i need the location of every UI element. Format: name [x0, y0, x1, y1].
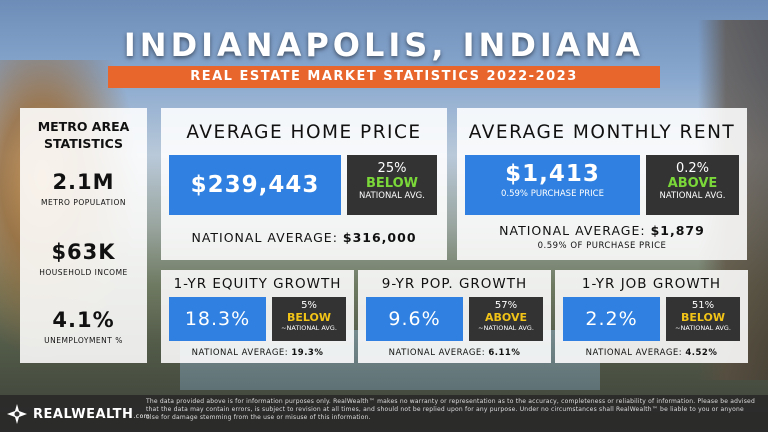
home-price-national-label: NATIONAL AVERAGE: — [191, 230, 338, 245]
home-price-compare-dir: BELOW — [366, 176, 418, 191]
population-national: NATIONAL AVERAGE: 6.11% — [358, 348, 551, 358]
unemployment-label: UNEMPLOYMENT % — [44, 336, 123, 345]
population-compare-pct: 57% — [494, 300, 518, 311]
home-price-value-box: $239,443 — [169, 155, 341, 215]
equity-compare-dir: BELOW — [287, 311, 331, 324]
metro-heading: METRO AREA STATISTICS — [20, 118, 147, 152]
equity-value: 18.3% — [184, 308, 251, 330]
home-price-panel: AVERAGE HOME PRICE $239,443 25% BELOW NA… — [161, 108, 447, 260]
population-national-label: NATIONAL AVERAGE: — [388, 348, 486, 358]
population-panel: 9-YR POP. GROWTH 9.6% 57% ABOVE ~NATIONA… — [358, 270, 551, 363]
page-title: INDIANAPOLIS, INDIANA — [123, 26, 645, 64]
rent-value: $1,413 — [505, 161, 600, 187]
rent-national-note: 0.59% OF PURCHASE PRICE — [537, 241, 667, 251]
metro-heading-line2: STATISTICS — [43, 136, 124, 151]
jobs-national: NATIONAL AVERAGE: 4.52% — [555, 348, 748, 358]
home-price-value: $239,443 — [190, 172, 320, 198]
home-price-compare-note: NATIONAL AVG. — [359, 191, 425, 201]
jobs-heading: 1-YR JOB GROWTH — [581, 276, 722, 292]
rent-compare-dir: ABOVE — [667, 176, 718, 191]
rent-value-box: $1,413 0.59% PURCHASE PRICE — [465, 155, 640, 215]
rent-national-label: NATIONAL AVERAGE: — [499, 223, 646, 238]
population-value: 2.1M — [52, 170, 115, 194]
jobs-compare-pct: 51% — [691, 300, 715, 311]
jobs-compare-box: 51% BELOW ~NATIONAL AVG. — [666, 297, 740, 341]
equity-heading: 1-YR EQUITY GROWTH — [173, 276, 342, 292]
equity-value-box: 18.3% — [169, 297, 266, 341]
population-value: 9.6% — [388, 308, 441, 330]
equity-national-label: NATIONAL AVERAGE: — [191, 348, 289, 358]
home-price-national: NATIONAL AVERAGE: $316,000 — [161, 230, 447, 245]
brand-suffix: .com — [133, 412, 151, 420]
equity-compare-note: ~NATIONAL AVG. — [281, 324, 337, 332]
jobs-national-label: NATIONAL AVERAGE: — [585, 348, 683, 358]
jobs-compare-note: ~NATIONAL AVG. — [675, 324, 731, 332]
rent-value-note: 0.59% PURCHASE PRICE — [501, 189, 604, 199]
page-subtitle: REAL ESTATE MARKET STATISTICS 2022-2023 — [108, 66, 660, 88]
population-label: METRO POPULATION — [41, 198, 126, 207]
equity-panel: 1-YR EQUITY GROWTH 18.3% 5% BELOW ~NATIO… — [161, 270, 354, 363]
home-price-national-value: $316,000 — [342, 230, 417, 245]
home-price-compare-box: 25% BELOW NATIONAL AVG. — [347, 155, 437, 215]
footer-bar: REALWEALTH.com The data provided above i… — [0, 395, 768, 432]
population-heading: 9-YR POP. GROWTH — [381, 276, 528, 292]
equity-national: NATIONAL AVERAGE: 19.3% — [161, 348, 354, 358]
jobs-national-value: 4.52% — [685, 348, 718, 358]
brand-name: REALWEALTH.com — [33, 407, 150, 422]
population-value-box: 9.6% — [366, 297, 463, 341]
rent-compare-pct: 0.2% — [675, 161, 710, 176]
rent-national-value: $1,879 — [650, 223, 705, 238]
population-national-value: 6.11% — [488, 348, 521, 358]
population-compare-box: 57% ABOVE ~NATIONAL AVG. — [469, 297, 543, 341]
population-compare-note: ~NATIONAL AVG. — [478, 324, 534, 332]
equity-national-value: 19.3% — [291, 348, 324, 358]
income-value: $63K — [51, 240, 116, 264]
home-price-compare-pct: 25% — [377, 161, 407, 176]
rent-compare-note: NATIONAL AVG. — [659, 191, 726, 201]
jobs-panel: 1-YR JOB GROWTH 2.2% 51% BELOW ~NATIONAL… — [555, 270, 748, 363]
disclaimer-text: The data provided above is for informati… — [146, 398, 755, 421]
jobs-compare-dir: BELOW — [681, 311, 725, 324]
income-label: HOUSEHOLD INCOME — [39, 268, 128, 277]
jobs-value-box: 2.2% — [563, 297, 660, 341]
home-price-heading: AVERAGE HOME PRICE — [186, 122, 422, 143]
rent-national: NATIONAL AVERAGE: $1,879 — [457, 223, 747, 238]
unemployment-value: 4.1% — [52, 308, 115, 332]
metro-stats-panel: METRO AREA STATISTICS 2.1M METRO POPULAT… — [20, 108, 147, 363]
rent-panel: AVERAGE MONTHLY RENT $1,413 0.59% PURCHA… — [457, 108, 747, 260]
equity-compare-pct: 5% — [301, 300, 317, 311]
rent-heading: AVERAGE MONTHLY RENT — [468, 122, 736, 143]
metro-heading-line1: METRO AREA — [37, 119, 130, 134]
brand-name-text: REALWEALTH — [33, 406, 134, 422]
jobs-value: 2.2% — [585, 308, 638, 330]
brand-mark-icon — [6, 403, 28, 425]
rent-compare-box: 0.2% ABOVE NATIONAL AVG. — [646, 155, 739, 215]
equity-compare-box: 5% BELOW ~NATIONAL AVG. — [272, 297, 346, 341]
population-compare-dir: ABOVE — [485, 311, 527, 324]
brand-logo[interactable]: REALWEALTH.com — [6, 403, 150, 425]
